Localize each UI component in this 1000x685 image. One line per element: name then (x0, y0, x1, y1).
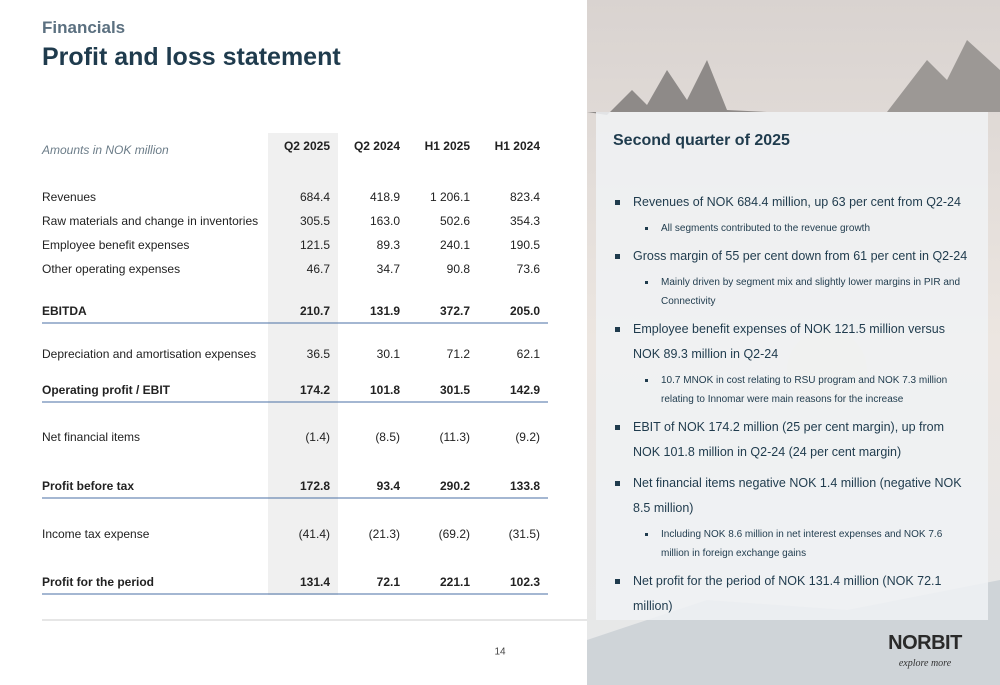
cell: 72.1 (377, 575, 401, 589)
column-header: Q2 2024 (354, 139, 400, 153)
cell: (11.3) (440, 430, 470, 444)
cell: 418.9 (370, 190, 400, 204)
cell: 174.2 (300, 383, 330, 397)
row-label: Operating profit / EBIT (42, 383, 171, 397)
page-number: 14 (494, 647, 506, 658)
cell: 34.7 (377, 262, 401, 276)
row-label: Employee benefit expenses (42, 238, 189, 252)
cell: 142.9 (510, 383, 540, 397)
cell: (8.5) (375, 430, 400, 444)
highlight-column (268, 133, 338, 595)
cell: 290.2 (440, 479, 470, 493)
column-header: H1 2025 (425, 139, 471, 153)
cell: 1 206.1 (430, 190, 470, 204)
cell: 823.4 (510, 190, 540, 204)
bullet: Employee benefit expenses of NOK 121.5 m… (613, 317, 973, 367)
panel-title: Second quarter of 2025 (613, 132, 790, 149)
cell: (21.3) (369, 527, 400, 541)
logo: NORBIT (888, 632, 962, 654)
cell: 190.5 (510, 238, 540, 252)
slide-title: Profit and loss statement (42, 43, 341, 71)
section-label: Financials (42, 18, 126, 37)
row-label: Profit for the period (42, 575, 154, 589)
cell: 93.4 (377, 479, 401, 493)
row-label: Revenues (42, 190, 96, 204)
cell: 133.8 (510, 479, 540, 493)
cell: 46.7 (307, 262, 331, 276)
column-header: Q2 2025 (284, 139, 330, 153)
bullet-list: Revenues of NOK 684.4 million, up 63 per… (613, 190, 973, 619)
cell: 372.7 (440, 304, 470, 318)
cell: 90.8 (447, 262, 471, 276)
cell: 210.7 (300, 304, 330, 318)
row-label: Depreciation and amortisation expenses (42, 347, 256, 361)
sub-bullet: Including NOK 8.6 million in net interes… (613, 525, 973, 563)
cell: 354.3 (510, 214, 540, 228)
cell: 131.4 (300, 575, 330, 589)
cell: 121.5 (300, 238, 330, 252)
cell: 172.8 (300, 479, 330, 493)
cell: 36.5 (307, 347, 331, 361)
cell: 502.6 (440, 214, 470, 228)
bullet: Gross margin of 55 per cent down from 61… (613, 244, 973, 269)
row-label: EBITDA (42, 304, 87, 318)
cell: 684.4 (300, 190, 330, 204)
cell: 71.2 (447, 347, 471, 361)
cell: (31.5) (509, 527, 540, 541)
cell: 102.3 (510, 575, 540, 589)
bullet: Net financial items negative NOK 1.4 mil… (613, 471, 973, 521)
cell: 62.1 (517, 347, 541, 361)
row-label: Income tax expense (42, 527, 150, 541)
unit-label: Amounts in NOK million (41, 143, 169, 157)
row-label: Other operating expenses (42, 262, 180, 276)
summary-panel: Second quarter of 2025 Revenues of NOK 6… (596, 112, 988, 620)
bullet: Net profit for the period of NOK 131.4 m… (613, 569, 973, 619)
sub-bullet: All segments contributed to the revenue … (613, 219, 973, 238)
cell: 205.0 (510, 304, 540, 318)
column-header: H1 2024 (495, 139, 541, 153)
bullet: Revenues of NOK 684.4 million, up 63 per… (613, 190, 973, 215)
cell: (41.4) (299, 527, 330, 541)
cell: 163.0 (370, 214, 400, 228)
cell: 240.1 (440, 238, 470, 252)
row-label: Profit before tax (42, 479, 134, 493)
cell: 305.5 (300, 214, 330, 228)
cell: (69.2) (439, 527, 470, 541)
cell: (1.4) (305, 430, 330, 444)
row-label: Raw materials and change in inventories (42, 214, 258, 228)
sub-bullet: 10.7 MNOK in cost relating to RSU progra… (613, 371, 973, 409)
row-label: Net financial items (42, 430, 140, 444)
cell: 221.1 (440, 575, 470, 589)
tagline: explore more (898, 658, 952, 669)
sub-bullet: Mainly driven by segment mix and slightl… (613, 273, 973, 311)
cell: 89.3 (377, 238, 401, 252)
cell: (9.2) (515, 430, 540, 444)
cell: 73.6 (517, 262, 541, 276)
cell: 131.9 (370, 304, 400, 318)
bullet: EBIT of NOK 174.2 million (25 per cent m… (613, 415, 973, 465)
cell: 30.1 (377, 347, 401, 361)
cell: 101.8 (370, 383, 400, 397)
pl-table: Amounts in NOK million Q2 2025 Q2 2024 H1 2… (41, 133, 587, 658)
cell: 301.5 (440, 383, 470, 397)
